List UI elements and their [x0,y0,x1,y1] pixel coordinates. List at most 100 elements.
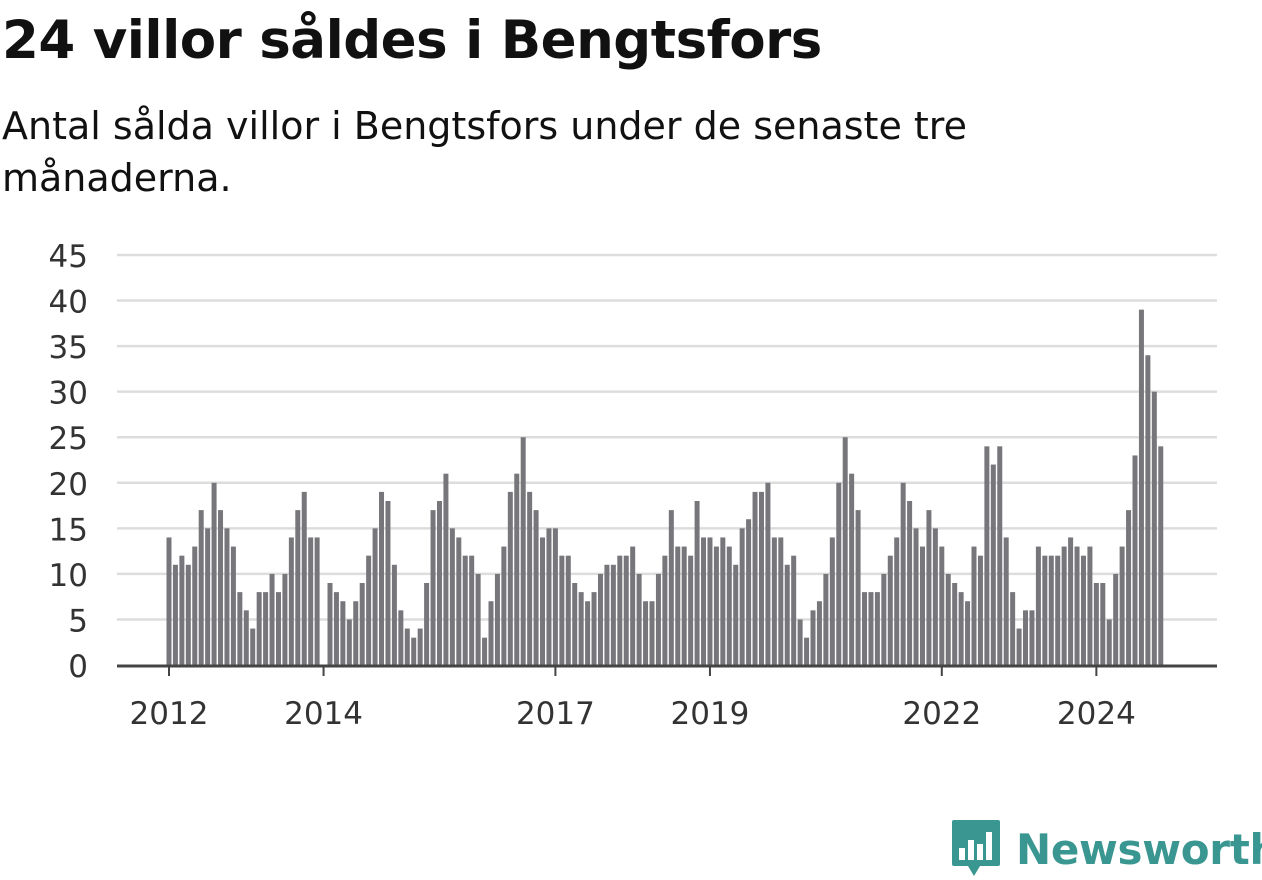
bar [643,601,649,665]
bar [327,583,333,665]
bar [1132,455,1138,665]
bar [166,537,172,665]
bar [868,592,874,665]
x-axis-labels: 2012 2014 2017 2019 2022 2024 [130,666,1136,730]
bar [275,592,281,665]
bar [797,619,803,665]
bar [990,464,996,665]
bar [1029,610,1035,665]
bar [185,564,191,665]
bar [733,564,739,665]
bar [971,546,977,665]
newsworthy-logo-text: Newsworthy [1016,824,1262,874]
bar [1106,619,1112,665]
bar [739,528,745,665]
y-tick-label: 10 [49,558,88,594]
bar [1113,573,1119,665]
bar [1087,546,1093,665]
bar [308,537,314,665]
bar [475,573,481,665]
bar [1151,391,1157,665]
bar [610,564,616,665]
bar [887,555,893,665]
bar [1042,555,1048,665]
bar [720,537,726,665]
bar [823,573,829,665]
y-tick-label: 20 [49,467,88,503]
y-axis-labels: 0 5 10 15 20 25 30 35 40 45 [49,239,88,685]
bar [346,619,352,665]
bar [939,546,945,665]
bar [668,510,674,665]
bar [945,573,951,665]
bar [198,510,204,665]
bar [636,573,642,665]
bar [919,546,925,665]
bar [771,537,777,665]
bar [1080,555,1086,665]
bar [482,637,488,665]
bar [1068,537,1074,665]
bar [1023,610,1029,665]
bar [578,592,584,665]
bar [211,482,217,665]
bar [456,537,462,665]
grid-lines [117,253,1217,621]
bar [250,628,256,665]
bar [507,491,513,665]
bar [816,601,822,665]
bar [443,473,449,665]
bar [1158,446,1164,665]
bar [572,583,578,665]
bar [604,564,610,665]
bar [726,546,732,665]
bar [926,510,932,665]
bar [907,501,913,665]
bar [874,592,880,665]
bar [411,637,417,665]
bar [559,555,565,665]
bar [713,546,719,665]
bar [662,555,668,665]
bar [301,491,307,665]
bar [958,592,964,665]
bar [552,528,558,665]
bar [701,537,707,665]
bar [469,555,475,665]
newsworthy-logo-icon [952,820,1000,876]
bar [675,546,681,665]
x-tick-label: 2022 [902,696,981,730]
bar [694,501,700,665]
bar [688,555,694,665]
bar [314,537,320,665]
bar [404,628,410,665]
bar [1055,555,1061,665]
bar [1138,309,1144,665]
bar [514,473,520,665]
bar [372,528,378,665]
bar [932,528,938,665]
bar [965,601,971,665]
bar [752,491,758,665]
bar [430,510,436,665]
bar [192,546,198,665]
bar [230,546,236,665]
bar [1010,592,1016,665]
newsworthy-logo: Newsworthy [950,818,1262,880]
bar [862,592,868,665]
bar [1003,537,1009,665]
bar [546,528,552,665]
bar [758,491,764,665]
bar [855,510,861,665]
bar [894,537,900,665]
bar [256,592,262,665]
x-tick-label: 2017 [516,696,595,730]
y-tick-label: 0 [68,649,88,685]
bar [391,564,397,665]
bar [462,555,468,665]
bar [295,510,301,665]
bar [829,537,835,665]
y-tick-label: 40 [49,285,88,321]
bar [527,491,533,665]
